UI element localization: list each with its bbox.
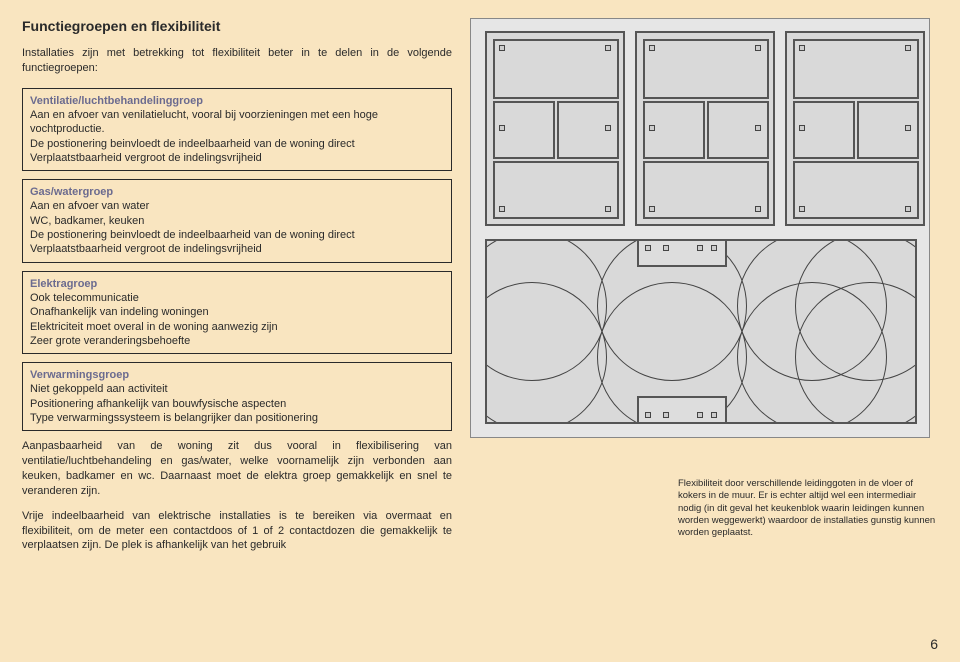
plan-large xyxy=(485,239,917,424)
plan-variant-2 xyxy=(635,31,775,226)
box-verwarming: Verwarmingsgroep Niet gekoppeld aan acti… xyxy=(22,362,452,431)
box-line: Zeer grote veranderingsbehoefte xyxy=(30,334,444,348)
paragraph-1: Aanpasbaarheid van de woning zit dus voo… xyxy=(22,439,452,498)
figure-caption: Flexibiliteit door verschillende leiding… xyxy=(678,478,938,540)
box-line: Niet gekoppeld aan activiteit xyxy=(30,382,444,396)
box-elektra-title: Elektragroep xyxy=(30,277,444,291)
plan-variant-1 xyxy=(485,31,625,226)
box-line: De postionering beinvloedt de indeelbaar… xyxy=(30,228,444,242)
box-line: Ook telecommunicatie xyxy=(30,291,444,305)
box-line: Positionering afhankelijk van bouwfysisc… xyxy=(30,397,444,411)
box-line: Onafhankelijk van indeling woningen xyxy=(30,305,444,319)
box-ventilatie-title: Ventilatie/luchtbehandelinggroep xyxy=(30,94,444,108)
box-line: Aan en afvoer van venilatielucht, vooral… xyxy=(30,108,444,137)
box-line: Type verwarmingssysteem is belangrijker … xyxy=(30,411,444,425)
box-gaswater: Gas/watergroep Aan en afvoer van water W… xyxy=(22,179,452,262)
box-elektra: Elektragroep Ook telecommunicatie Onafha… xyxy=(22,271,452,354)
box-line: Verplaatstbaarheid vergroot de indelings… xyxy=(30,151,444,165)
floorplan-figure xyxy=(470,18,930,438)
plan-variant-3 xyxy=(785,31,925,226)
box-line: Aan en afvoer van water xyxy=(30,199,444,213)
box-gaswater-title: Gas/watergroep xyxy=(30,185,444,199)
box-line: Elektriciteit moet overal in de woning a… xyxy=(30,320,444,334)
box-line: WC, badkamer, keuken xyxy=(30,214,444,228)
intro-text: Installaties zijn met betrekking tot fle… xyxy=(22,46,452,76)
page-title: Functiegroepen en flexibiliteit xyxy=(22,18,452,34)
box-ventilatie: Ventilatie/luchtbehandelinggroep Aan en … xyxy=(22,88,452,171)
box-verwarming-title: Verwarmingsgroep xyxy=(30,368,444,382)
paragraph-2: Vrije indeelbaarheid van elektrische ins… xyxy=(22,509,452,554)
page-number: 6 xyxy=(930,636,938,652)
box-line: Verplaatstbaarheid vergroot de indelings… xyxy=(30,242,444,256)
box-line: De postionering beinvloedt de indeelbaar… xyxy=(30,137,444,151)
